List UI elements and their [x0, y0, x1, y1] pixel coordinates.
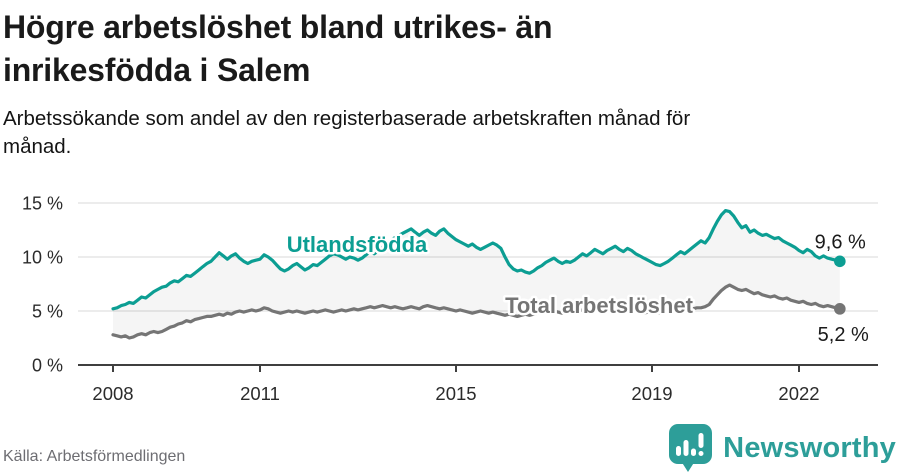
chat-bubble-chart-icon [669, 424, 713, 472]
page-title-line-2: inrikesfödda i Salem [3, 52, 311, 88]
end-value-label-utlandsfodda: 9,6 % [815, 231, 866, 253]
newsworthy-logo: Newsworthy [668, 424, 896, 472]
page-title-line-1: Högre arbetslöshet bland utrikes- än [3, 9, 553, 45]
end-value-label-total: 5,2 % [818, 324, 869, 346]
series-label-utlandsfodda: Utlandsfödda [287, 232, 428, 257]
x-tick-label-2008: 2008 [92, 383, 133, 404]
series-end-dot-total [834, 303, 846, 315]
x-tick-label-2011: 2011 [240, 383, 280, 404]
newsworthy-wordmark: Newsworthy [723, 431, 896, 464]
series-label-total: Total arbetslöshet [505, 293, 694, 318]
page-subtitle-line-1: Arbetssökande som andel av den registerb… [3, 107, 691, 130]
x-tick-label-2015: 2015 [435, 383, 476, 404]
unemployment-line-chart: 0 % 5 % 10 % 15 % 2008 2011 2015 2019 2022 Utland… [22, 194, 878, 404]
series-line-total [111, 283, 842, 340]
y-axis-label-0: 0 % [32, 356, 63, 376]
series-line-utlandsfodda [111, 209, 842, 311]
y-axis-label-5: 5 % [32, 302, 63, 322]
page-subtitle-line-2: månad. [3, 135, 72, 158]
page-title: Högre arbetslöshet bland utrikes- än inr… [3, 6, 897, 92]
y-axis-label-10: 10 % [22, 248, 63, 268]
chart-header: Högre arbetslöshet bland utrikes- än inr… [3, 6, 897, 161]
series-end-dot-utlandsfodda [834, 255, 846, 268]
page-subtitle: Arbetssökande som andel av den registerb… [3, 105, 897, 161]
x-tick-label-2019: 2019 [631, 383, 672, 404]
source-note: Källa: Arbetsförmedlingen [3, 448, 186, 465]
y-axis-label-15: 15 % [22, 194, 63, 214]
x-tick-label-2022: 2022 [778, 383, 819, 404]
series-fill [113, 210, 840, 338]
chart-area: 0 % 5 % 10 % 15 % 2008 2011 2015 2019 2022 Utland… [0, 182, 900, 422]
